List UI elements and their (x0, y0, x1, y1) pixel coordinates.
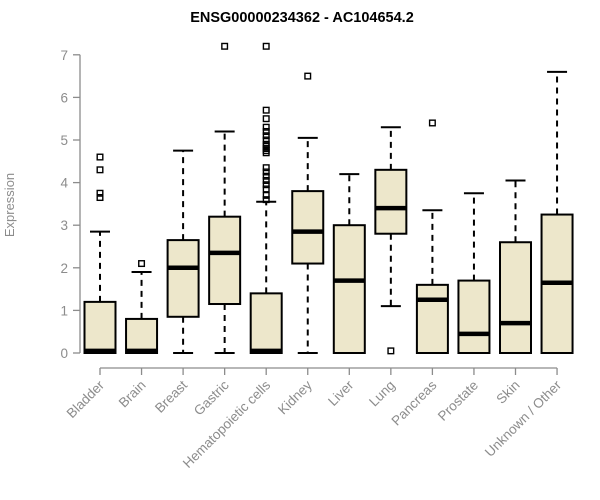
outlier-point (262, 115, 270, 123)
outlier-point (262, 140, 270, 148)
box (83, 300, 117, 355)
box-group-hematopoietic-cells (249, 42, 283, 354)
x-tick-label: Lung (366, 378, 398, 410)
outlier-point (96, 166, 104, 174)
outlier-point (262, 106, 270, 114)
box (166, 239, 200, 318)
y-tick-label: 5 (60, 133, 68, 148)
y-tick-label: 7 (60, 48, 68, 63)
y-tick-label: 6 (60, 90, 68, 105)
box (499, 241, 532, 355)
box-group-skin (499, 179, 532, 355)
x-tick-label: Breast (152, 377, 190, 415)
outlier-point (96, 189, 104, 197)
box-group-gastric (208, 42, 242, 354)
box-group-lung (374, 126, 408, 355)
outlier-point (262, 132, 270, 140)
box-group-bladder (83, 153, 117, 355)
outlier-point (262, 181, 270, 189)
outlier-point (428, 119, 436, 127)
box-group-prostate (457, 192, 491, 354)
outlier-point (262, 185, 270, 193)
outlier-point (262, 123, 270, 131)
outlier-point (262, 136, 270, 144)
box (249, 292, 283, 354)
x-tick-label: Kidney (275, 377, 315, 417)
outlier-point (96, 194, 104, 202)
outlier-point (96, 153, 104, 161)
x-tick-label: Prostate (435, 378, 481, 424)
y-tick-label: 2 (60, 261, 68, 276)
x-tick-label: Gastric (191, 377, 232, 418)
y-axis-title: Expression (2, 173, 17, 237)
box-group-pancreas (415, 119, 449, 354)
y-tick-label: 4 (60, 176, 68, 191)
box (332, 224, 366, 354)
box-group-liver (332, 173, 366, 354)
outlier-point (138, 260, 146, 268)
chart-title: ENSG00000234362 - AC104654.2 (190, 10, 414, 26)
x-tick-label: Unknown / Other (482, 377, 565, 460)
x-tick-label: Bladder (64, 377, 108, 421)
outlier-point (262, 42, 270, 50)
box-group-kidney (291, 72, 325, 354)
outlier-point (262, 191, 270, 199)
outlier-point (304, 72, 312, 80)
outlier-point (262, 168, 270, 176)
box-group-unknown-other (540, 70, 574, 354)
y-tick-label: 1 (60, 303, 68, 318)
x-tick-label: Skin (493, 378, 522, 407)
box-group-brain (125, 260, 159, 355)
x-tick-label: Brain (116, 378, 149, 411)
outlier-point (387, 347, 395, 355)
box (415, 283, 449, 354)
x-tick-label: Pancreas (389, 377, 440, 428)
outlier-point (262, 176, 270, 184)
box-group-breast (166, 149, 200, 354)
outlier-point (262, 164, 270, 172)
box (291, 190, 325, 265)
outlier-point (221, 42, 229, 50)
box (374, 168, 408, 235)
outlier-point (262, 196, 270, 204)
box (457, 279, 491, 354)
box (208, 215, 242, 306)
box (125, 317, 159, 355)
y-tick-label: 3 (60, 218, 68, 233)
x-tick-label: Liver (325, 377, 357, 409)
outlier-point (262, 172, 270, 180)
outlier-point (262, 127, 270, 135)
y-tick-label: 0 (60, 346, 68, 361)
